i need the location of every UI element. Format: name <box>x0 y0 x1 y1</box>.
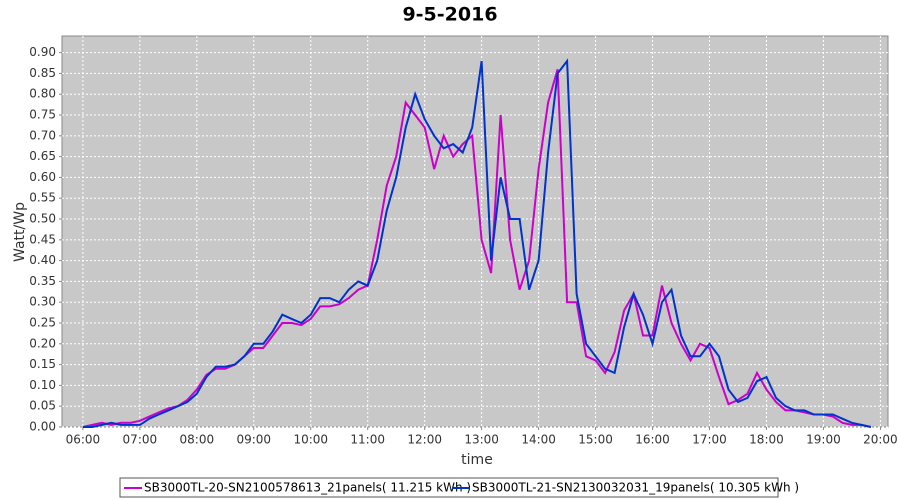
y-tick-label: 0.40 <box>29 253 56 267</box>
x-tick-label: 14:00 <box>521 433 556 447</box>
line-series <box>82 58 872 428</box>
x-tick-label: 15:00 <box>578 433 613 447</box>
x-tick-label: 17:00 <box>692 433 727 447</box>
y-tick-label: 0.70 <box>29 128 56 142</box>
x-tick-label: 18:00 <box>749 433 784 447</box>
y-tick-label: 0.65 <box>29 149 56 163</box>
y-tick-label: 0.20 <box>29 336 56 350</box>
x-tick-label: 11:00 <box>350 433 385 447</box>
x-tick-label: 20:00 <box>863 433 898 447</box>
y-tick-label: 0.85 <box>29 66 56 80</box>
y-tick-label: 0.45 <box>29 232 56 246</box>
y-tick-label: 0.30 <box>29 295 56 309</box>
y-tick-label: 0.05 <box>29 399 56 413</box>
y-tick-label: 0.35 <box>29 274 56 288</box>
x-tick-label: 12:00 <box>407 433 442 447</box>
chart-title: 9-5-2016 <box>402 4 497 26</box>
y-axis-label: Watt/Wp <box>12 202 28 262</box>
x-tick-label: 09:00 <box>236 433 271 447</box>
x-tick-label: 16:00 <box>635 433 670 447</box>
x-tick-label: 07:00 <box>123 433 158 447</box>
x-tick-label: 19:00 <box>806 433 841 447</box>
legend-label: SB3000TL-21-SN2130032031_19panels( 10.30… <box>472 481 799 495</box>
y-tick-label: 0.80 <box>29 87 56 101</box>
x-tick-label: 10:00 <box>293 433 328 447</box>
y-tick-label: 0.25 <box>29 316 56 330</box>
y-tick-label: 0.55 <box>29 191 56 205</box>
x-axis-label: time <box>461 452 493 468</box>
y-tick-label: 0.90 <box>29 45 56 59</box>
y-tick-label: 0.50 <box>29 212 56 226</box>
y-tick-label: 0.10 <box>29 378 56 392</box>
x-tick-label: 08:00 <box>180 433 215 447</box>
x-tick-label: 06:00 <box>66 433 101 447</box>
x-tick-label: 13:00 <box>464 433 499 447</box>
y-tick-label: 0.00 <box>29 420 56 434</box>
y-tick-label: 0.15 <box>29 357 56 371</box>
legend <box>119 477 779 498</box>
y-tick-label: 0.60 <box>29 170 56 184</box>
y-tick-label: 0.75 <box>29 108 56 122</box>
legend-label: SB3000TL-20-SN2100578613_21panels( 11.21… <box>144 481 471 495</box>
